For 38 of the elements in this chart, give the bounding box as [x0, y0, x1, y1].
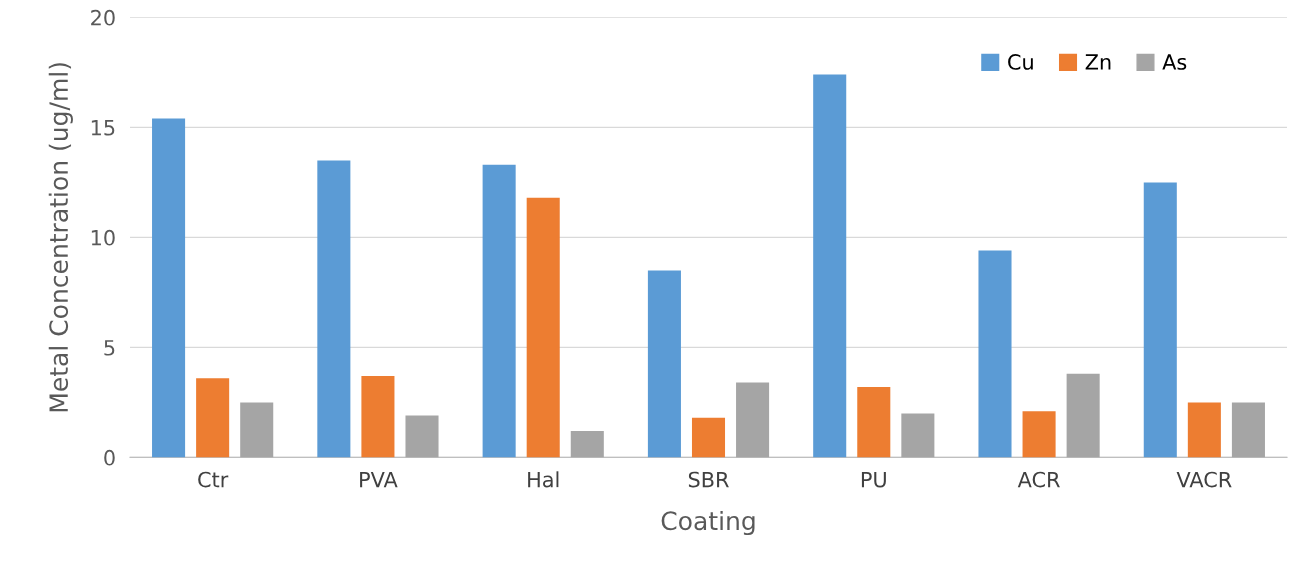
bar	[405, 415, 439, 458]
bar	[813, 74, 847, 458]
x-tick-label: Hal	[528, 471, 559, 488]
bar	[647, 270, 681, 458]
bar	[152, 118, 186, 458]
x-tick-label: ACR	[1017, 471, 1060, 488]
bar	[526, 197, 560, 458]
y-tick-label: 20	[91, 9, 115, 26]
bar	[691, 417, 726, 458]
x-tick-label: SBR	[688, 471, 729, 488]
bar	[736, 382, 770, 458]
legend-label: Zn	[1085, 54, 1111, 70]
bar	[240, 402, 274, 458]
bar	[196, 378, 230, 458]
bar	[857, 387, 891, 458]
bar	[901, 413, 935, 458]
x-tick-label: VACR	[1176, 471, 1232, 488]
bar	[482, 164, 516, 458]
legend-label: As	[1162, 54, 1187, 70]
bar	[978, 250, 1012, 458]
y-axis-title: Metal Concentration (ug/ml)	[48, 63, 73, 412]
x-tick-label: PU	[861, 471, 886, 488]
x-tick-label: PVA	[360, 471, 398, 488]
bar	[1022, 411, 1056, 458]
y-tick-label: 10	[91, 229, 115, 246]
legend-label: Cu	[1008, 54, 1033, 70]
bar	[1143, 182, 1177, 458]
bar	[361, 376, 395, 458]
x-tick-label: Ctr	[198, 471, 229, 488]
bar	[1187, 402, 1221, 458]
bar	[1231, 402, 1265, 458]
bar	[317, 160, 351, 458]
bar	[570, 431, 604, 458]
y-tick-label: 5	[104, 340, 115, 356]
y-tick-label: 15	[91, 120, 115, 136]
bar	[1066, 373, 1100, 458]
x-axis-title: Coating	[661, 510, 755, 536]
y-tick-label: 0	[104, 449, 115, 466]
